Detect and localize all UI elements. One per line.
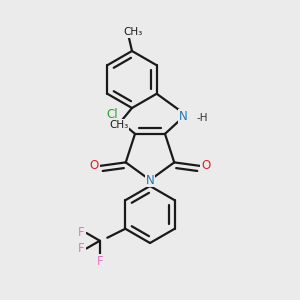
- Text: O: O: [201, 160, 211, 172]
- Text: F: F: [78, 242, 85, 255]
- Text: CH₃: CH₃: [109, 119, 128, 130]
- Text: O: O: [89, 160, 99, 172]
- Text: F: F: [78, 226, 85, 239]
- Text: Cl: Cl: [107, 108, 118, 121]
- Text: N: N: [179, 110, 188, 123]
- Text: CH₃: CH₃: [124, 27, 143, 37]
- Text: F: F: [97, 255, 103, 268]
- Text: N: N: [146, 173, 154, 187]
- Text: -H: -H: [196, 113, 208, 123]
